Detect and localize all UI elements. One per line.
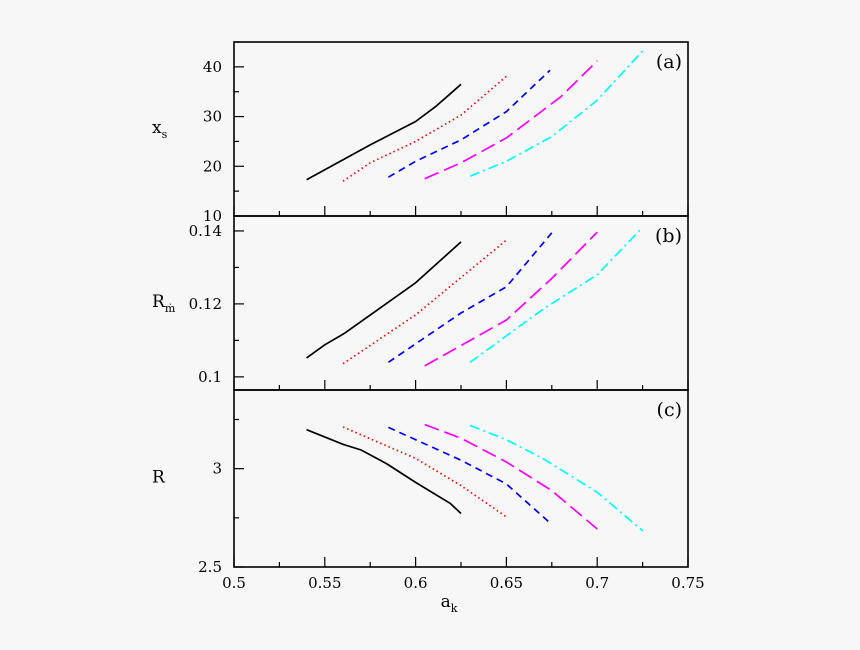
series-line-4 [424,423,598,530]
y-tick-label: 0.1 [198,368,222,386]
x-tick-label: 0.55 [308,574,341,592]
y-tick-label: 20 [203,157,222,175]
x-tick-label: 0.5 [222,574,246,592]
x-tick-label: 0.75 [671,574,704,592]
y-tick-label: 0.14 [189,222,222,240]
panel-frame [233,389,689,568]
series-line-3 [388,426,553,526]
y-tick-label: 0.12 [189,295,222,313]
series-line-2 [342,426,507,518]
series-line-4 [424,231,598,367]
series-line-4 [424,60,598,180]
y-tick-label: 3 [212,460,222,478]
series-line-5 [469,50,644,177]
series-line-1 [306,428,462,515]
y-tick-label: 40 [203,58,222,76]
x-tick-label: 0.65 [490,574,523,592]
y-axis-label: R [152,468,166,488]
series-line-2 [342,75,507,182]
y-axis-label: xs [152,118,168,141]
x-axis-label: ak [441,592,458,615]
panel-frame [233,41,689,217]
y-tick-label: 30 [203,108,222,126]
panel-label: (b) [655,225,682,247]
x-tick-label: 0.7 [585,574,609,592]
series-line-5 [469,226,644,363]
panel-label: (a) [656,51,682,73]
series-line-1 [306,83,462,181]
y-tick-label: 10 [203,207,222,225]
series-line-1 [306,241,462,359]
series-line-5 [469,424,644,532]
x-tick-label: 0.6 [404,574,428,592]
y-axis-label: Rṁ [152,292,176,315]
y-tick-label: 2.5 [198,558,222,576]
series-line-3 [387,232,553,364]
panel-label: (c) [657,399,682,421]
